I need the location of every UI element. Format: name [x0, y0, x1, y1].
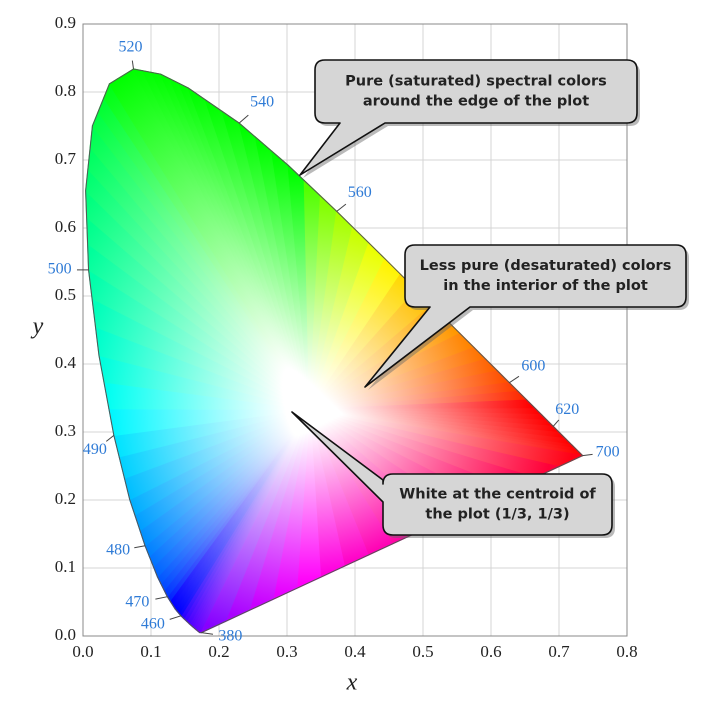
wavelength-label: 380 [218, 627, 242, 644]
wavelength-tick [201, 632, 214, 635]
wavelength-tick [105, 435, 115, 442]
x-tick-label: 0.3 [276, 642, 297, 661]
x-tick-label: 0.2 [208, 642, 229, 661]
x-tick-label: 0.1 [140, 642, 161, 661]
wavelength-label: 460 [141, 615, 165, 632]
y-tick-label: 0.8 [55, 81, 76, 100]
wavelength-label: 540 [250, 94, 274, 111]
y-tick-label: 0.3 [55, 421, 76, 440]
callout-box [364, 244, 687, 388]
y-tick-label: 0.4 [55, 353, 77, 372]
x-tick-label: 0.6 [480, 642, 501, 661]
callout-box [299, 59, 638, 176]
x-tick-label: 0.7 [548, 642, 570, 661]
wavelength-tick [509, 375, 520, 384]
x-tick-label: 0.4 [344, 642, 366, 661]
callout-text: the plot (1/3, 1/3) [425, 507, 569, 523]
wavelength-tick [582, 453, 593, 457]
y-tick-label: 0.6 [55, 217, 76, 236]
y-tick-label: 0.9 [55, 13, 76, 32]
x-tick-label: 0.0 [72, 642, 93, 661]
y-tick-label: 0.7 [55, 149, 77, 168]
wavelength-tick [134, 545, 146, 549]
y-axis-label: y [31, 314, 44, 340]
callout-text: Pure (saturated) spectral colors [345, 74, 607, 90]
wavelength-label: 490 [83, 441, 107, 458]
wavelength-label: 470 [125, 593, 149, 610]
overlay: 0.0 0.1 0.2 0.3 0.4 0.5 0.6 0.7 0.8 0.0 0.1 0.2 0.3 0… [48, 13, 689, 661]
plot-frame [82, 23, 628, 637]
wavelength-label: 480 [106, 541, 130, 558]
x-axis-label: x [346, 670, 358, 696]
wavelength-tick [131, 60, 135, 70]
wavelength-label: 560 [348, 184, 372, 201]
x-tick-label: 0.5 [412, 642, 433, 661]
wavelength-label: 700 [596, 443, 620, 460]
wavelength-label: 620 [555, 401, 579, 418]
y-tick-label: 0.1 [55, 557, 76, 576]
wavelength-tick [238, 114, 249, 124]
x-tick-label: 0.8 [616, 642, 637, 661]
wavelength-tick [169, 615, 182, 620]
y-tick-label: 0.5 [55, 285, 76, 304]
y-tick-label: 0.0 [55, 625, 76, 644]
callout-text: White at the centroid of [399, 487, 596, 503]
callout-text: around the edge of the plot [363, 94, 589, 110]
callout-text: Less pure (desaturated) colors [420, 258, 672, 274]
wavelength-tick [552, 419, 560, 427]
y-tick-label: 0.2 [55, 489, 76, 508]
wavelength-tick [336, 203, 347, 212]
wavelength-label: 500 [48, 261, 72, 278]
callout-text: in the interior of the plot [443, 278, 648, 294]
callout-box [291, 411, 613, 536]
wavelength-tick [155, 596, 168, 600]
wavelength-label: 520 [119, 39, 143, 56]
wavelength-label: 600 [521, 357, 545, 374]
